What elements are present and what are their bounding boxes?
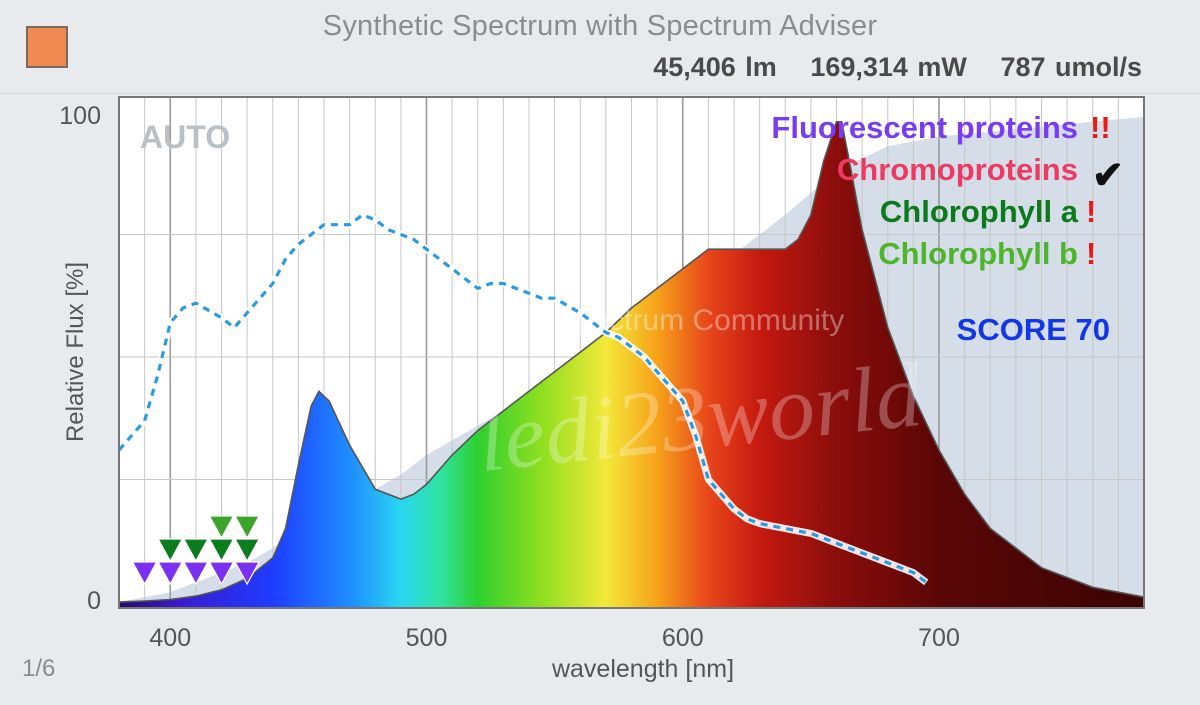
triangle-marker [182, 538, 209, 563]
page-indicator[interactable]: 1/6 [22, 655, 56, 682]
x-axis-label: wavelength [nm] [551, 655, 735, 683]
chart-title: Synthetic Spectrum with Spectrum Adviser [322, 10, 878, 42]
x-tick-label: 500 [406, 624, 448, 652]
indicator-label: Fluorescent proteins [771, 110, 1078, 145]
indicator-fluorescent-proteins[interactable]: Fluorescent proteins !! [771, 110, 1110, 145]
indicator-chlorophyll-b[interactable]: Chlorophyll b ! [878, 236, 1096, 271]
check-icon: ✔ [1092, 155, 1124, 197]
ppf-value: 787 umol/s [1000, 52, 1142, 82]
triangle-marker [131, 561, 158, 586]
plot-frame [118, 96, 1145, 609]
x-tick-label: 600 [662, 624, 704, 652]
header-divider [0, 93, 1200, 94]
y-axis-label: Relative Flux [%] [62, 261, 89, 443]
triangle-marker [208, 515, 235, 540]
indicator-label: Chlorophyll b [878, 236, 1078, 271]
x-tick-label: 400 [149, 624, 191, 652]
indicator-chromoproteins[interactable]: Chromoproteins ✔ [837, 152, 1124, 197]
stats-readout: 45,406 lm 169,314 mW 787 umol/s [629, 52, 1142, 83]
y-tick-label: 100 [59, 102, 101, 130]
indicator-chlorophyll-a[interactable]: Chlorophyll a ! [880, 194, 1096, 229]
alert-icon: ! [1086, 194, 1096, 229]
auto-badge[interactable]: AUTO [140, 119, 230, 155]
color-swatch[interactable] [26, 26, 68, 68]
x-tick-label: 700 [918, 624, 960, 652]
reference-line [119, 213, 928, 584]
alert-icon: !! [1090, 110, 1111, 145]
power-value: 169,314 mW [810, 52, 967, 82]
score-label: SCORE 70 [957, 312, 1110, 347]
y-tick-label: 0 [87, 587, 101, 615]
watermark-text: Spectrum Community [556, 304, 844, 337]
triangle-marker [157, 538, 184, 563]
alert-icon: ! [1086, 236, 1096, 271]
triangle-marker [234, 515, 261, 540]
indicator-label: Chlorophyll a [880, 194, 1079, 229]
lumens-value: 45,406 lm [653, 52, 777, 82]
indicator-label: Chromoproteins [837, 152, 1078, 187]
